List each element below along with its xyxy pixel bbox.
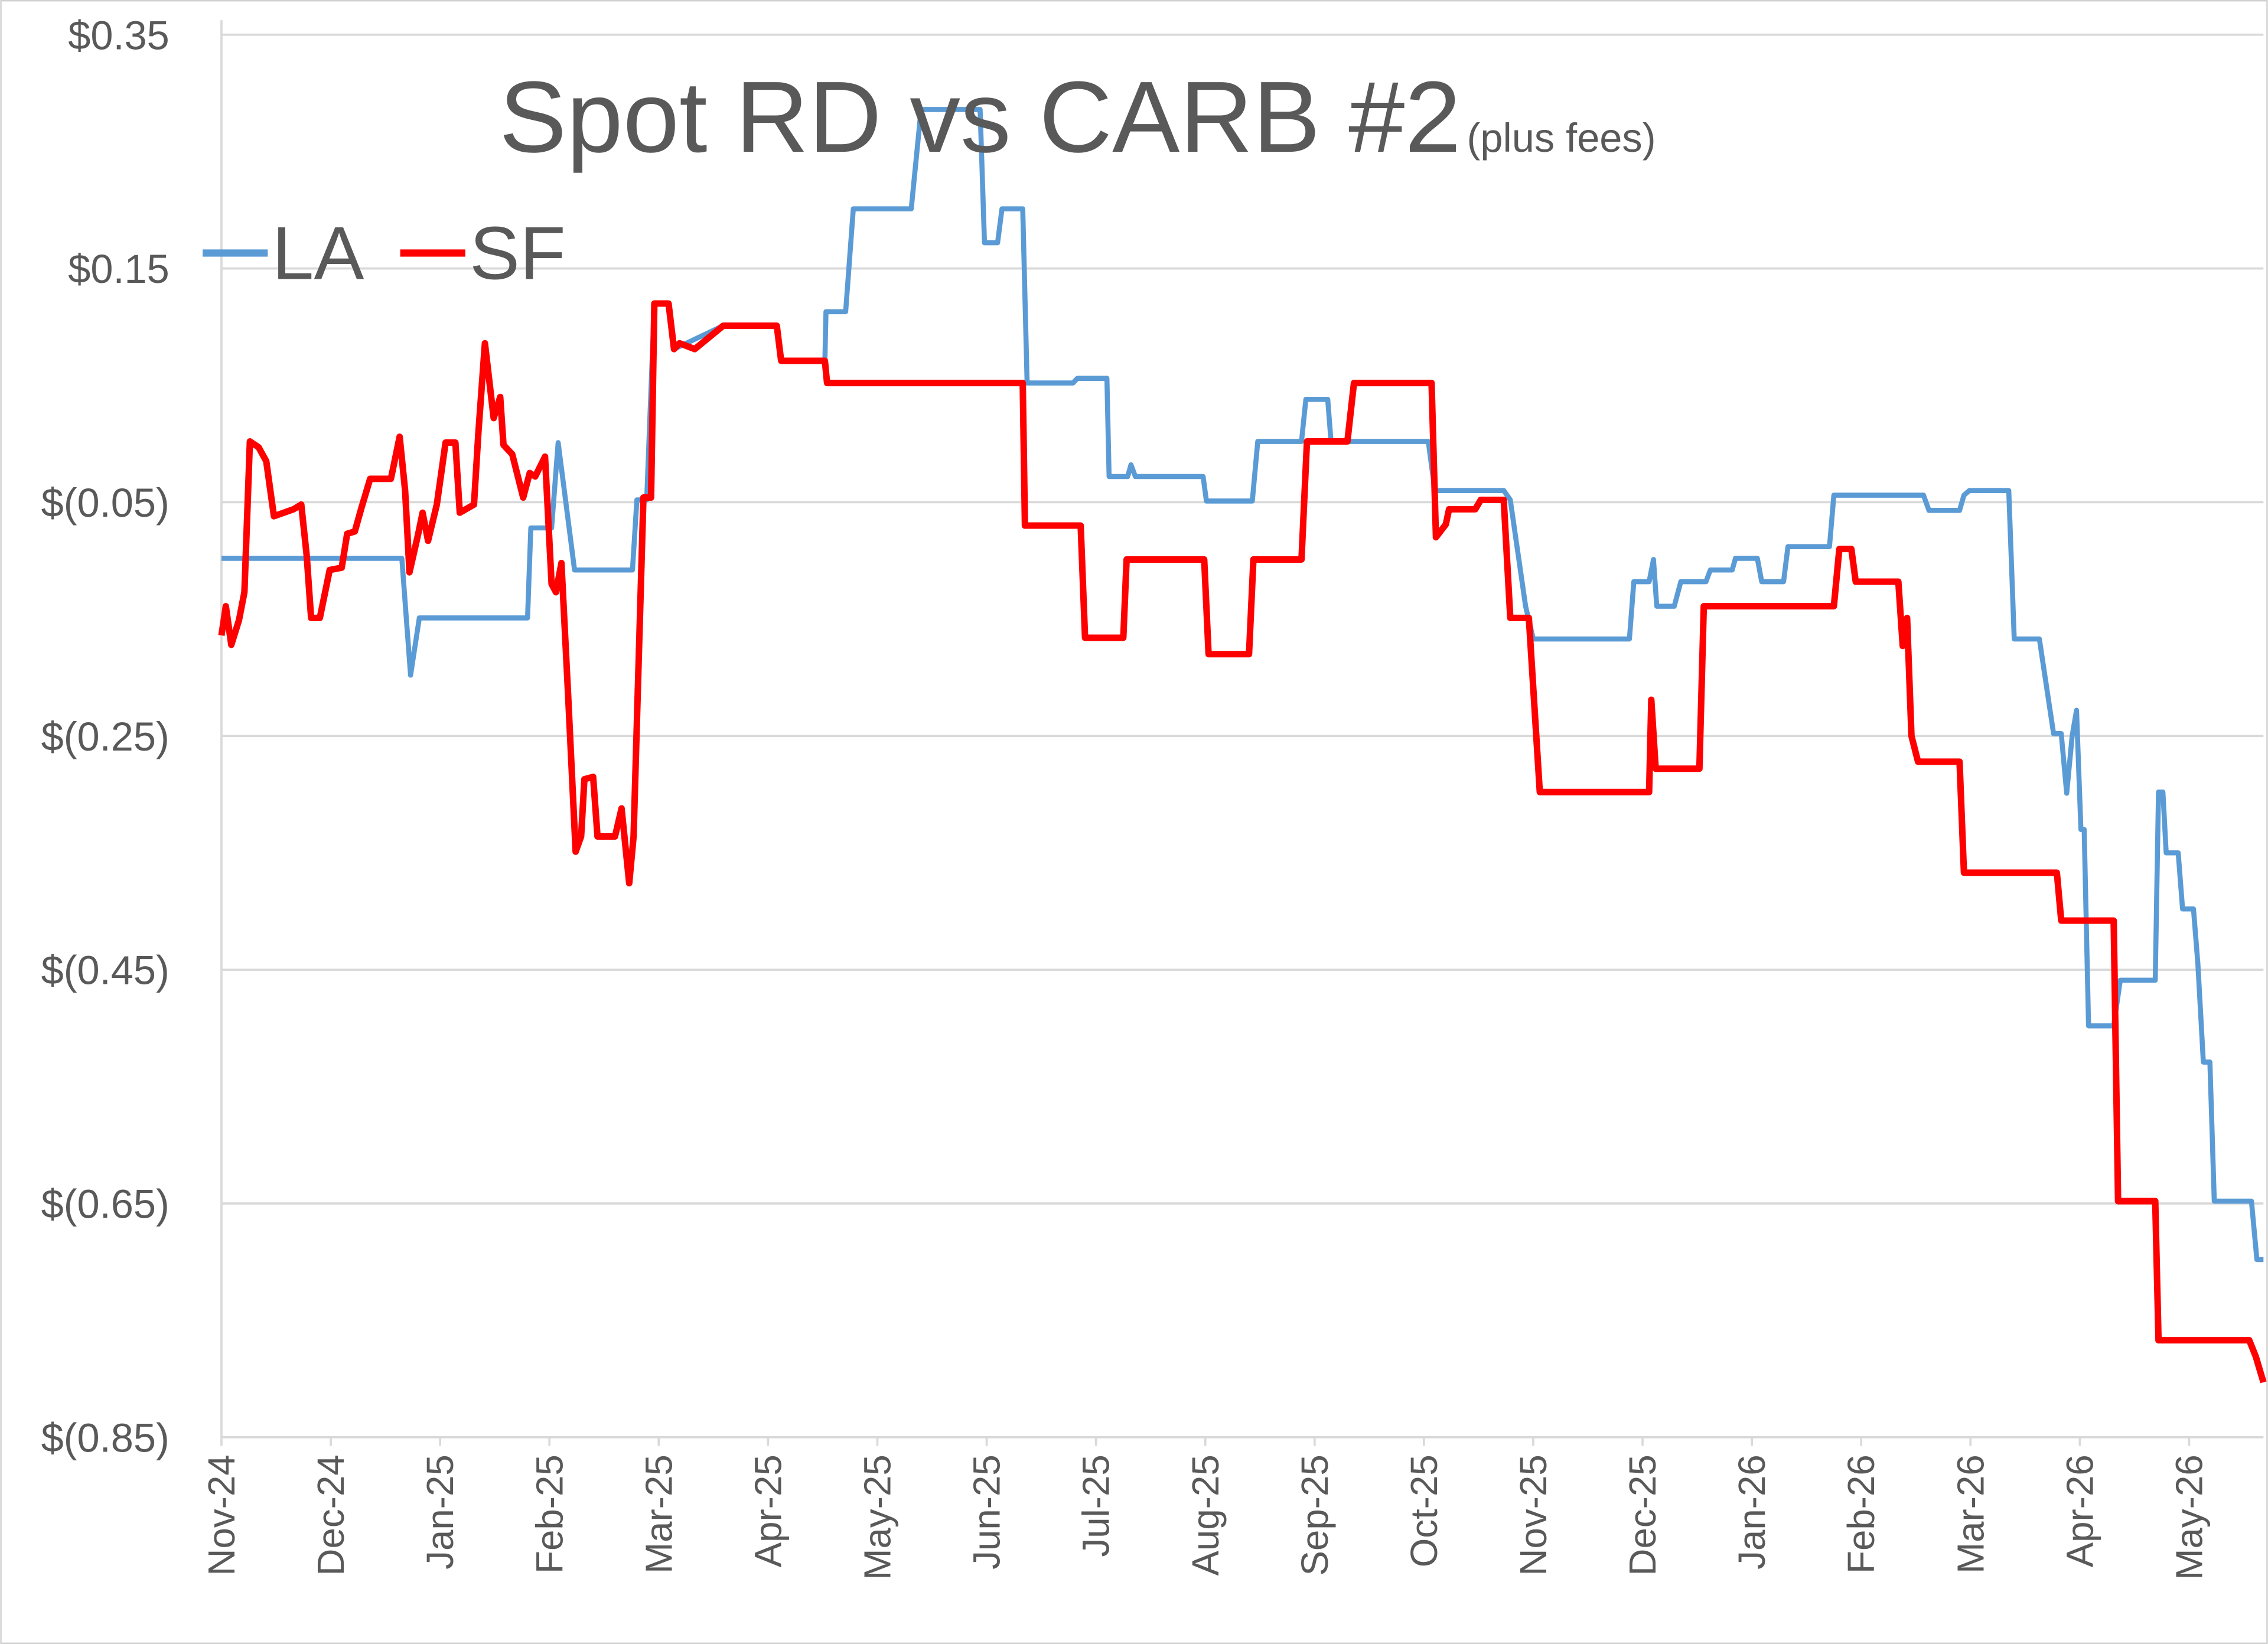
x-tick-label: Apr-26	[2059, 1454, 2101, 1567]
grid: $0.35 $0.15 $(0.05) $(0.25) $(0.45) $(0.65) $(…	[41, 12, 2264, 1580]
chart-title: Spot RD vs CARB #2 (plus fees)	[499, 61, 1656, 174]
y-tick-label: $(0.85)	[41, 1415, 170, 1460]
y-tick-label: $0.35	[68, 12, 170, 58]
legend: LA SF	[203, 211, 566, 295]
x-tick-label: May-25	[857, 1454, 899, 1580]
y-tick-label: $(0.65)	[41, 1181, 170, 1227]
y-tick-label: $0.15	[68, 246, 170, 292]
x-tick-label: Aug-25	[1185, 1454, 1227, 1576]
x-tick-label: Dec-25	[1622, 1454, 1664, 1576]
x-tick-label: Nov-25	[1513, 1454, 1555, 1576]
y-tick-label: $(0.05)	[41, 480, 170, 526]
x-tick-label: Dec-24	[310, 1454, 352, 1576]
x-tick-label: Apr-25	[747, 1454, 789, 1567]
y-tick-label: $(0.25)	[41, 714, 170, 759]
plot	[218, 107, 2267, 1384]
x-tick-label: Oct-25	[1403, 1454, 1445, 1567]
x-tick-label: Mar-26	[1950, 1454, 1992, 1574]
title-text: Spot RD vs CARB #2	[499, 61, 1461, 174]
x-tick-label: Nov-24	[201, 1454, 243, 1576]
x-tick-label: Feb-25	[529, 1454, 571, 1574]
x-tick-label: Jan-26	[1731, 1454, 1773, 1570]
legend-label: SF	[470, 211, 566, 295]
x-tick-label: Jul-25	[1076, 1454, 1117, 1557]
x-tick-label: Jun-25	[966, 1454, 1008, 1570]
x-tick-label: Sep-25	[1294, 1454, 1336, 1576]
x-tick-label: Jan-25	[419, 1454, 461, 1570]
x-tick-label: Feb-26	[1840, 1454, 1882, 1574]
y-tick-label: $(0.45)	[41, 948, 170, 993]
subtitle-text: (plus fees)	[1467, 115, 1656, 161]
legend-label: LA	[272, 211, 364, 295]
x-tick-label: Mar-25	[638, 1454, 680, 1574]
x-tick-label: May-26	[2168, 1454, 2210, 1580]
series-line	[218, 300, 2267, 1384]
